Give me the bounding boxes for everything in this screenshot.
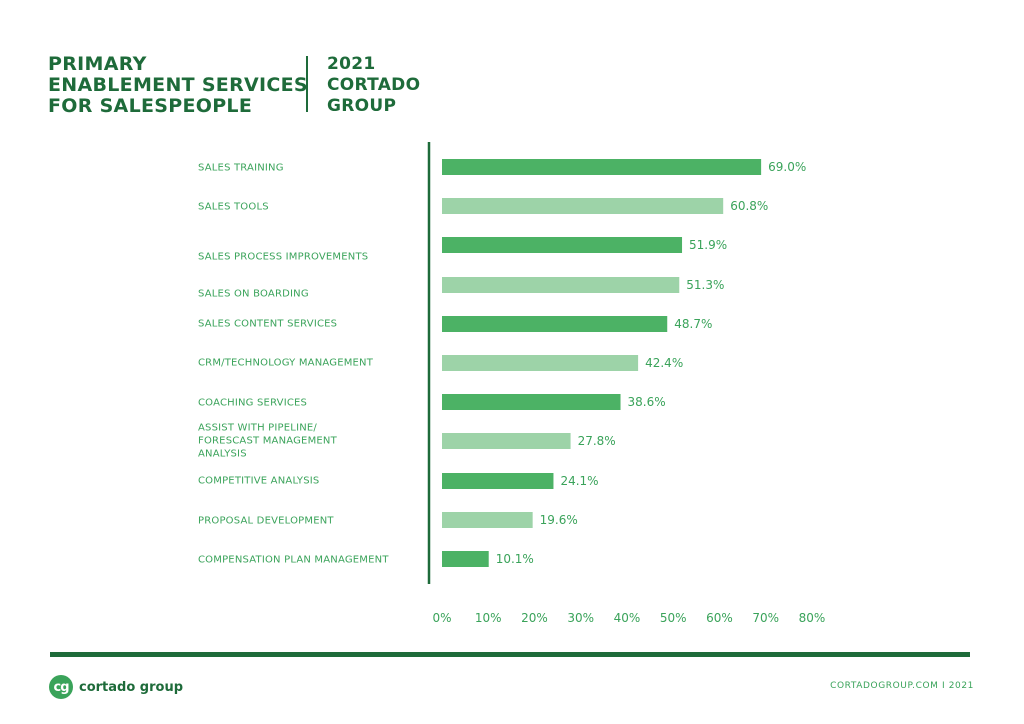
bar	[442, 198, 724, 214]
value-label: 69.0%	[768, 160, 806, 174]
x-tick-label: 0%	[432, 611, 451, 625]
logo-icon: cg	[49, 675, 73, 699]
page-title: PRIMARY ENABLEMENT SERVICES FOR SALESPEO…	[48, 53, 308, 117]
value-label: 19.6%	[540, 513, 578, 527]
category-label: CRM/TECHNOLOGY MANAGEMENT	[198, 358, 374, 369]
x-tick-label: 50%	[660, 611, 687, 625]
bar	[442, 551, 489, 567]
x-tick-label: 10%	[475, 611, 502, 625]
bar	[442, 473, 554, 489]
x-tick-label: 20%	[521, 611, 548, 625]
category-label: SALES PROCESS IMPROVEMENTS	[198, 252, 368, 263]
bar	[442, 512, 533, 528]
title-divider	[306, 56, 308, 112]
footer-website-year: CORTADOGROUP.COM I 2021	[830, 681, 974, 691]
bar-chart: 69.0% SALES TRAINING 60.8% SALES TOOLS 51.9%…	[198, 142, 826, 625]
bar	[442, 316, 668, 332]
logo-text: cortado group	[79, 679, 184, 695]
value-label: 10.1%	[496, 552, 534, 566]
value-label: 42.4%	[645, 356, 683, 370]
category-label: COMPENSATION PLAN MANAGEMENT	[198, 555, 389, 566]
x-tick-label: 80%	[799, 611, 826, 625]
value-label: 24.1%	[560, 474, 598, 488]
category-label: COMPETITIVE ANALYSIS	[198, 476, 319, 487]
company-logo: cg cortado group	[49, 675, 183, 699]
footer-rule	[50, 652, 970, 657]
category-label: PROPOSAL DEVELOPMENT	[198, 516, 334, 527]
x-tick-label: 60%	[706, 611, 733, 625]
bar	[442, 394, 621, 410]
category-label: SALES TRAINING	[198, 163, 284, 174]
category-label: SALES CONTENT SERVICES	[198, 319, 337, 330]
category-label: SALES ON BOARDING	[198, 289, 309, 300]
value-label: 48.7%	[674, 317, 712, 331]
page-subtitle: 2021 CORTADO GROUP	[327, 54, 421, 116]
bar	[442, 159, 762, 175]
bar	[442, 237, 683, 253]
x-tick-label: 30%	[567, 611, 594, 625]
value-label: 60.8%	[730, 199, 768, 213]
category-label: ASSIST WITH PIPELINE/FORESCAST MANAGEMEN…	[198, 423, 338, 460]
category-label: SALES TOOLS	[198, 202, 269, 213]
x-tick-label: 40%	[614, 611, 641, 625]
category-label: COACHING SERVICES	[198, 398, 307, 409]
value-label: 27.8%	[578, 434, 616, 448]
x-tick-label: 70%	[752, 611, 779, 625]
value-label: 38.6%	[628, 395, 666, 409]
bar	[442, 433, 571, 449]
value-label: 51.9%	[689, 238, 727, 252]
value-label: 51.3%	[686, 278, 724, 292]
bar	[442, 277, 680, 293]
bar	[442, 355, 639, 371]
